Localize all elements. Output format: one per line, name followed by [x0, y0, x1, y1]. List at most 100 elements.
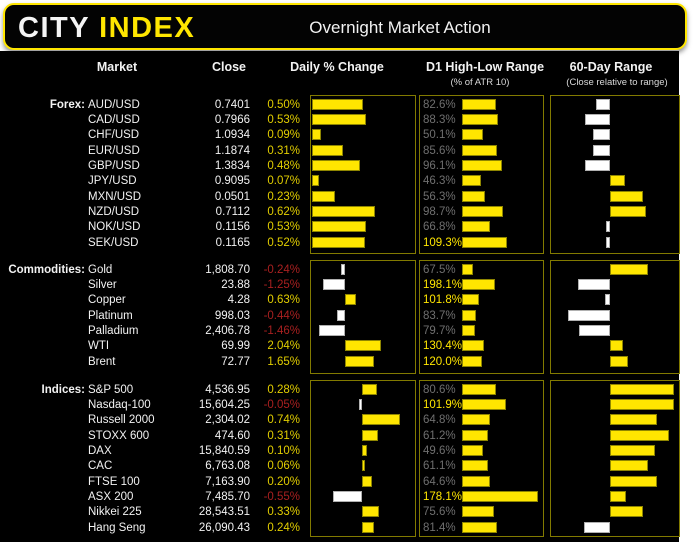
close-value: 0.1165	[215, 236, 250, 249]
market-name: GBP/USD	[88, 159, 140, 172]
d1-range-bar	[462, 98, 497, 110]
sixty-day-range-bar	[610, 475, 657, 487]
daily-change-bar	[333, 490, 362, 502]
daily-change-value: 0.53%	[267, 221, 300, 234]
close-value: 1.3834	[214, 159, 250, 172]
market-name: STOXX 600	[88, 429, 150, 442]
close-value: 2,304.02	[205, 414, 250, 427]
market-name: NZD/USD	[88, 205, 140, 218]
d1-range-value: 96.1%	[423, 159, 456, 172]
daily-change-value: 0.52%	[267, 236, 300, 249]
daily-change-value: -1.25%	[263, 278, 300, 291]
sixty-day-range-bar	[605, 221, 610, 233]
d1-range-bar	[462, 460, 489, 472]
daily-change-value: 0.31%	[267, 144, 300, 157]
close-value: 0.1156	[215, 221, 250, 234]
d1-range-value: 82.6%	[423, 98, 456, 111]
logo-city-text: CITY	[18, 12, 90, 44]
close-value: 0.9095	[214, 175, 250, 188]
close-value: 6,763.08	[205, 460, 250, 473]
sixty-day-range-bar	[568, 309, 610, 321]
daily-change-bar	[312, 98, 363, 110]
d1-range-bar	[462, 475, 490, 487]
sixty-day-range-bar	[610, 383, 675, 395]
column-header-d1-range: D1 High-Low Range	[425, 60, 545, 74]
sixty-day-range-bar	[610, 340, 624, 352]
daily-change-value: 0.10%	[267, 444, 300, 457]
sixty-day-range-box	[550, 95, 680, 254]
market-name: S&P 500	[88, 383, 134, 396]
daily-change-value: 0.74%	[267, 414, 300, 427]
sixty-day-range-bar	[578, 278, 610, 290]
column-header-60day-range: 60-Day Range	[569, 60, 653, 74]
close-value: 69.99	[221, 340, 250, 353]
d1-range-bar	[462, 355, 483, 367]
close-value: 28,543.51	[198, 506, 250, 519]
d1-range-value: 130.4%	[423, 340, 463, 353]
market-name: Gold	[88, 263, 113, 276]
column-header-market: Market	[96, 60, 138, 74]
sixty-day-range-box	[550, 260, 680, 374]
daily-change-bar	[312, 221, 366, 233]
d1-range-value: 61.1%	[423, 460, 456, 473]
close-value: 0.0501	[214, 190, 250, 203]
daily-change-value: -1.46%	[263, 324, 300, 337]
sixty-day-range-bar	[585, 113, 610, 125]
daily-change-bar	[312, 190, 336, 202]
d1-range-bar	[462, 175, 482, 187]
daily-change-bar	[312, 205, 375, 217]
daily-change-bar	[345, 355, 374, 367]
daily-change-value: -0.24%	[263, 263, 300, 276]
market-name: Nikkei 225	[88, 506, 142, 519]
close-value: 1.0934	[214, 129, 250, 142]
daily-change-value: 0.31%	[267, 429, 300, 442]
section-label: Commodities:	[8, 263, 85, 276]
daily-change-bar	[312, 129, 322, 141]
market-name: EUR/USD	[88, 144, 140, 157]
daily-change-value: 1.65%	[267, 355, 300, 368]
d1-range-value: 98.7%	[423, 205, 456, 218]
close-value: 1,808.70	[205, 263, 250, 276]
d1-range-bar	[462, 190, 486, 202]
d1-range-bar	[462, 444, 484, 456]
d1-range-value: 81.4%	[423, 521, 456, 534]
d1-range-value: 198.1%	[423, 278, 463, 291]
sixty-day-range-bar	[610, 444, 655, 456]
sixty-day-range-bar	[610, 490, 626, 502]
column-subheader-close-relative: (Close relative to range)	[566, 77, 668, 88]
daily-change-value: 0.48%	[267, 159, 300, 172]
d1-range-bar	[462, 490, 539, 502]
close-value: 998.03	[214, 309, 250, 322]
d1-range-value: 88.3%	[423, 113, 456, 126]
daily-change-bar	[312, 113, 366, 125]
market-name: CAC	[88, 460, 113, 473]
d1-range-value: 46.3%	[423, 175, 456, 188]
daily-change-value: 0.33%	[267, 506, 300, 519]
daily-change-value: 0.09%	[267, 129, 300, 142]
market-name: SEK/USD	[88, 236, 139, 249]
sixty-day-range-bar	[610, 263, 649, 275]
close-value: 4,536.95	[205, 383, 250, 396]
d1-range-bar	[462, 159, 502, 171]
close-value: 0.7112	[215, 205, 250, 218]
d1-range-value: 101.9%	[423, 398, 463, 411]
market-name: NOK/USD	[88, 221, 141, 234]
market-name: JPY/USD	[88, 175, 137, 188]
market-name: Nasdaq-100	[88, 398, 151, 411]
market-name: Copper	[88, 294, 126, 307]
close-value: 4.28	[227, 294, 250, 307]
sixty-day-range-bar	[610, 205, 647, 217]
daily-change-value: 0.62%	[267, 205, 300, 218]
market-name: Silver	[88, 278, 117, 291]
sixty-day-range-bar	[610, 460, 648, 472]
market-name: ASX 200	[88, 490, 134, 503]
sixty-day-range-bar	[579, 324, 610, 336]
daily-change-bar	[312, 236, 365, 248]
daily-change-box	[310, 95, 416, 254]
close-value: 23.88	[221, 278, 250, 291]
d1-range-value: 61.2%	[423, 429, 456, 442]
header-bar: CITY INDEX Overnight Market Action	[3, 3, 687, 50]
column-header-daily-change: Daily % Change	[290, 60, 384, 74]
d1-range-value: 66.8%	[423, 221, 456, 234]
d1-range-value: 49.6%	[423, 444, 456, 457]
